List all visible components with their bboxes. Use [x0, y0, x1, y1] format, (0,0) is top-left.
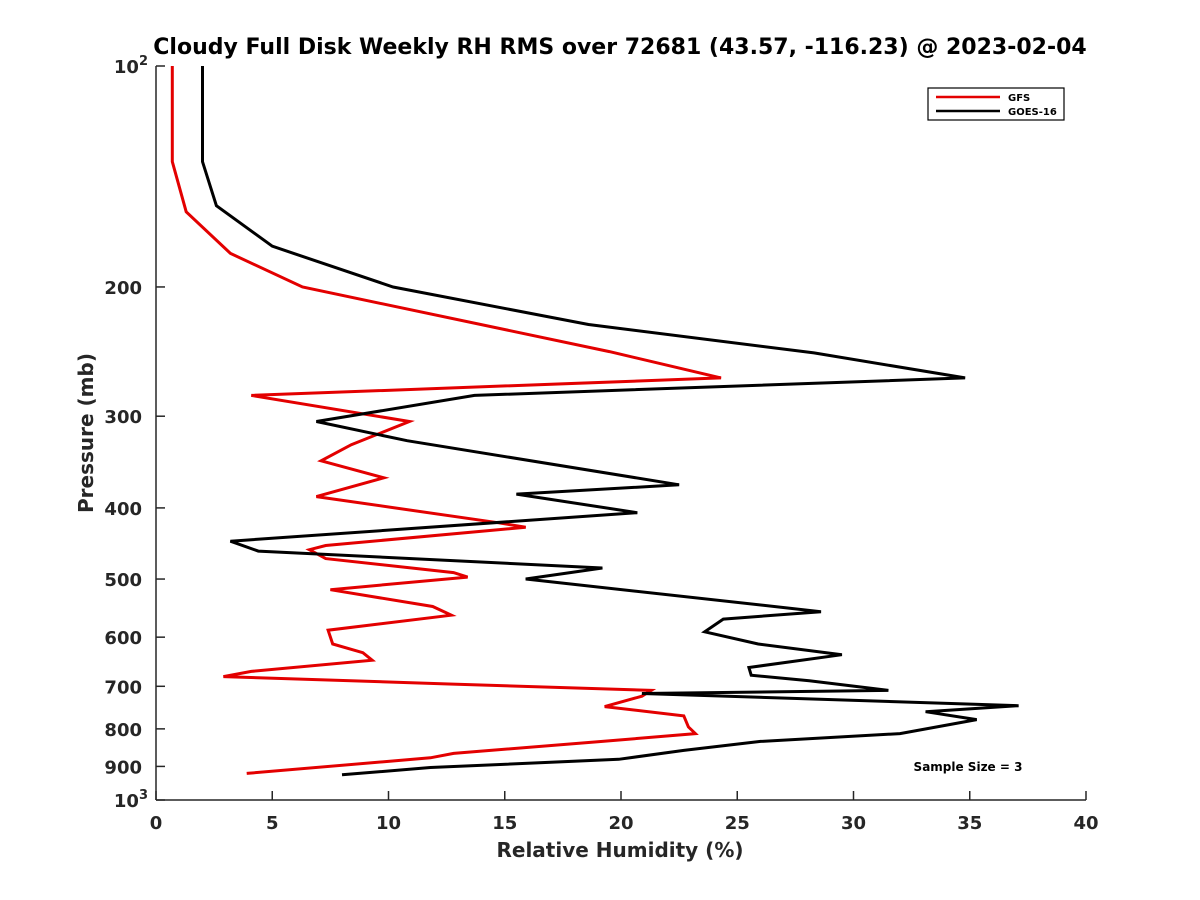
y-tick-label: 102 [114, 54, 148, 78]
y-tick-label: 700 [104, 677, 142, 698]
y-tick-label-base: 10 [114, 791, 139, 812]
y-tick-label-base: 200 [104, 278, 142, 299]
x-tick-label: 20 [608, 813, 633, 834]
series-line-goes16 [201, 66, 1019, 777]
y-tick-label-exponent: 2 [139, 54, 148, 69]
y-tick-label: 800 [104, 720, 142, 741]
y-tick-label: 400 [104, 499, 142, 520]
plot-area: 0 5 10 15 20 25 30 35 40 10220030040050060070080… [104, 54, 1098, 834]
x-tick-label: 30 [841, 813, 866, 834]
y-tick-label-base: 10 [114, 57, 139, 78]
y-tick-label: 900 [104, 757, 142, 778]
y-tick-label-base: 300 [104, 407, 142, 428]
x-axis-ticks: 0 5 10 15 20 25 30 35 40 [150, 791, 1099, 834]
y-tick-label-base: 400 [104, 499, 142, 520]
y-tick-label-base: 800 [104, 720, 142, 741]
legend: GFS GOES-16 [927, 87, 1065, 121]
y-tick-label-base: 500 [104, 570, 142, 591]
x-tick-label: 25 [725, 813, 750, 834]
x-tick-label: 40 [1073, 813, 1098, 834]
x-tick-label: 10 [376, 813, 401, 834]
series-lines [170, 66, 1019, 777]
x-tick-label: 5 [266, 813, 279, 834]
y-tick-label-base: 700 [104, 677, 142, 698]
y-tick-label: 500 [104, 570, 142, 591]
sample-size-annotation: Sample Size = 3 [914, 760, 1023, 774]
y-tick-label: 200 [104, 278, 142, 299]
y-tick-label: 600 [104, 628, 142, 649]
y-tick-label-exponent: 3 [139, 788, 148, 803]
legend-label-goes16: GOES-16 [1008, 107, 1057, 118]
x-axis-label: Relative Humidity (%) [496, 838, 743, 862]
x-tick-label: 0 [150, 813, 163, 834]
x-tick-label: 35 [957, 813, 982, 834]
y-tick-label: 103 [114, 788, 148, 812]
y-tick-label-base: 900 [104, 757, 142, 778]
legend-box [927, 87, 1065, 121]
chart-title: Cloudy Full Disk Weekly RH RMS over 7268… [153, 35, 1086, 60]
legend-label-gfs: GFS [1008, 93, 1030, 104]
series-line-gfs [170, 66, 722, 775]
y-tick-label-base: 600 [104, 628, 142, 649]
y-axis-label: Pressure (mb) [74, 353, 98, 513]
x-tick-label: 15 [492, 813, 517, 834]
y-tick-label: 300 [104, 407, 142, 428]
